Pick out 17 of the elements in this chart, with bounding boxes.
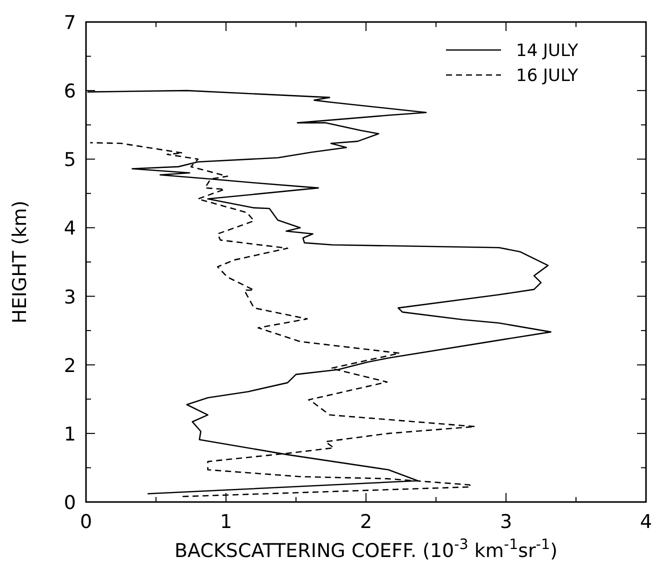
legend-label: 16 JULY: [516, 66, 579, 86]
y-axis-title: HEIGHT (km): [9, 200, 31, 324]
y-tick-label: 7: [64, 12, 76, 34]
y-tick-label: 5: [64, 149, 76, 172]
x-tick-label: 0: [80, 511, 92, 533]
y-tick-label: 2: [64, 354, 76, 377]
y-tick-label: 0: [64, 492, 76, 514]
x-axis-title: BACKSCATTERING COEFF. (10$^{-3}$ km$^{-1}$sr$^{-1}$): [174, 537, 558, 562]
x-tick-label: 3: [500, 511, 512, 533]
y-tick-label: 1: [64, 423, 76, 446]
y-tick-label: 3: [64, 286, 76, 308]
legend-label: 14 JULY: [516, 41, 579, 61]
x-tick-label: 4: [640, 511, 652, 533]
y-tick-label: 6: [64, 80, 76, 103]
x-tick-label: 1: [220, 511, 232, 533]
x-tick-label: 2: [360, 511, 372, 533]
y-tick-label: 4: [64, 218, 76, 240]
